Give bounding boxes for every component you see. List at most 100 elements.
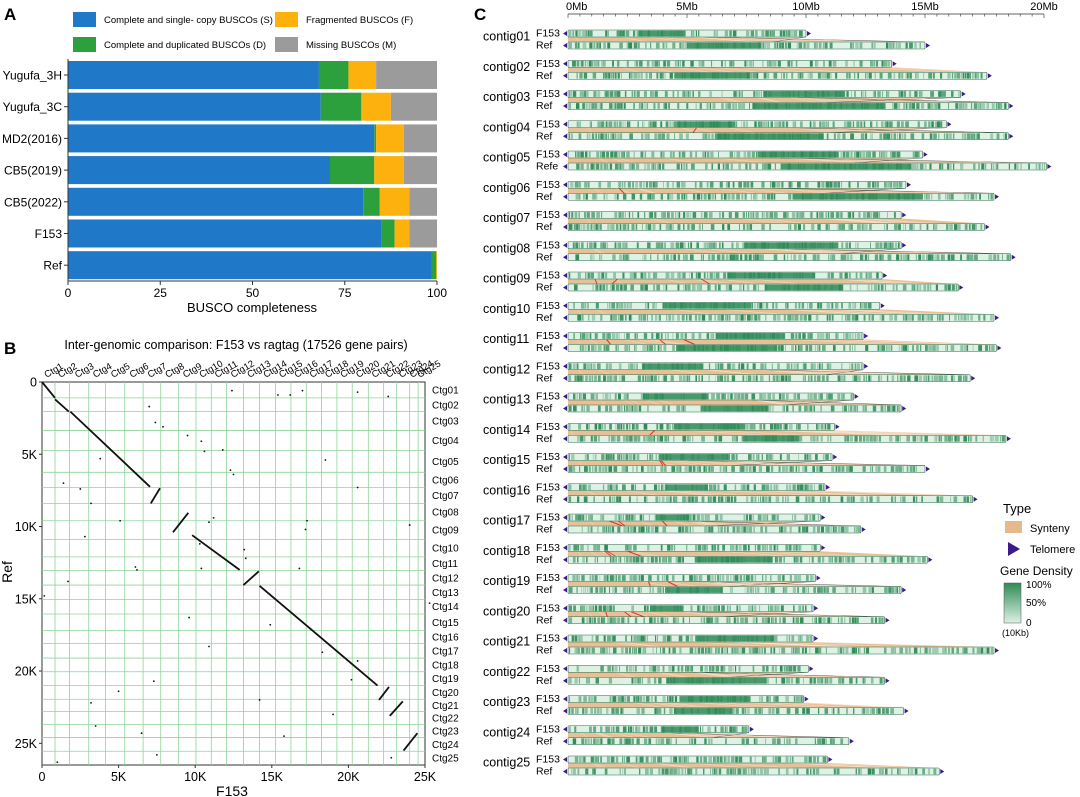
synteny-link [588, 339, 599, 345]
bar-segment [376, 61, 437, 89]
density-band [708, 647, 711, 654]
synteny-link [664, 278, 689, 285]
density-band [738, 91, 741, 97]
density-band [699, 575, 701, 581]
density-band [691, 768, 693, 775]
density-band [841, 677, 845, 684]
density-band [617, 405, 621, 412]
density-band [742, 242, 746, 249]
density-band [569, 405, 572, 412]
density-band [608, 726, 610, 733]
density-band [879, 314, 881, 321]
density-band [721, 91, 723, 97]
density-band [951, 375, 954, 382]
density-band [668, 647, 670, 654]
density-band [886, 224, 888, 230]
inversion-edge [711, 732, 749, 738]
density-band [747, 151, 751, 158]
density-band [620, 284, 623, 291]
density-band [703, 756, 707, 763]
density-band [609, 302, 611, 309]
telomere-marker [973, 496, 978, 502]
density-band [697, 544, 702, 551]
density-band [949, 314, 950, 321]
density-band [837, 181, 841, 188]
density-band [613, 466, 618, 472]
density-band [600, 756, 603, 763]
density-band [922, 254, 925, 261]
density-band [593, 617, 596, 624]
density-band [680, 272, 682, 279]
density-band [879, 151, 881, 158]
density-band [827, 496, 831, 503]
density-band [709, 665, 711, 672]
density-band [587, 30, 590, 37]
density-band [837, 333, 839, 339]
synteny-link [759, 490, 870, 496]
density-band [820, 466, 823, 472]
density-band [783, 665, 785, 672]
density-band [703, 193, 707, 200]
density-band [587, 587, 588, 593]
telomere-marker [563, 182, 567, 188]
density-band [731, 454, 735, 460]
density-band [891, 121, 893, 128]
rearrangement-link [660, 460, 666, 466]
density-band [671, 696, 674, 702]
density-band [645, 42, 647, 49]
query-label: F153 [536, 360, 560, 372]
density-band [625, 435, 629, 442]
density-band [619, 665, 620, 672]
synteny-link [586, 218, 592, 224]
density-band [635, 423, 639, 430]
query-label: F153 [536, 663, 560, 675]
density-band [729, 30, 732, 37]
density-band [859, 60, 863, 67]
density-band [665, 121, 669, 128]
density-band [915, 466, 918, 472]
density-band [647, 224, 652, 230]
density-band [592, 605, 594, 612]
density-band [676, 163, 680, 170]
density-band [778, 466, 781, 472]
density-band [878, 617, 881, 624]
density-band [783, 314, 786, 321]
density-band [790, 677, 794, 684]
density-band [686, 314, 688, 321]
density-band [760, 496, 762, 503]
density-band [756, 302, 759, 309]
density-band [647, 556, 650, 563]
ref-label: Refe [536, 161, 558, 173]
synteny-link [700, 581, 746, 587]
density-band [794, 302, 798, 309]
density-band [851, 617, 854, 624]
density-band [639, 60, 643, 67]
density-band [574, 212, 578, 218]
density-band [747, 314, 751, 321]
density-band [811, 302, 813, 309]
density-band [708, 254, 710, 261]
density-band [600, 647, 602, 654]
density-band [779, 617, 781, 624]
density-band [826, 133, 829, 140]
density-band [820, 435, 823, 442]
density-band [812, 466, 816, 472]
density-band [686, 544, 688, 551]
density-band [583, 756, 586, 763]
gene-pair-dot [208, 521, 210, 524]
density-band [696, 514, 700, 521]
synteny-link [653, 762, 690, 769]
density-band [570, 181, 574, 188]
density-band [707, 133, 711, 140]
density-band [980, 224, 983, 230]
density-band [780, 605, 784, 612]
density-band [717, 647, 720, 654]
bar-segment [329, 156, 375, 185]
density-band [677, 284, 680, 291]
telomere-marker [987, 73, 992, 79]
density-band [656, 575, 660, 581]
density-band [896, 405, 899, 412]
density-band [737, 393, 741, 400]
